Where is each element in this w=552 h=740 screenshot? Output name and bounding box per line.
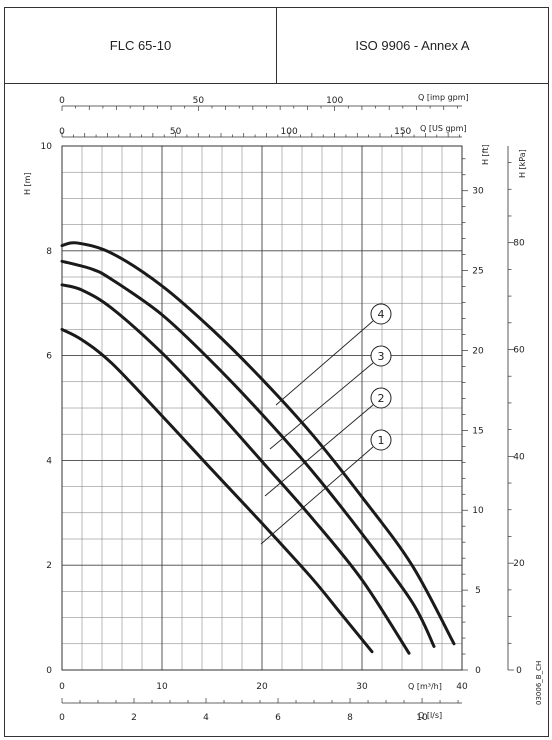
callout-leader-1 [260, 446, 374, 545]
tick-label-y-ft: 10 [472, 506, 484, 516]
callout-leader-3 [269, 362, 374, 450]
tick-label-x-imp: 0 [59, 96, 65, 106]
x-axis-label-imp: Q [imp gpm] [418, 93, 469, 102]
model-name: FLC 65-10 [5, 8, 277, 83]
x-axis-label-ls: Q [l/s] [418, 711, 442, 720]
curve-1 [60, 327, 374, 654]
tick-label-y-m: 8 [46, 247, 52, 257]
tick-label-y-ft: 20 [472, 346, 484, 356]
y-axis-label-kpa: H [kPa] [518, 149, 527, 178]
drawing-code: 03006_B_CH [535, 661, 543, 705]
tick-label-x-us: 150 [394, 127, 411, 137]
tick-label-y-m: 10 [41, 142, 53, 152]
test-standard: ISO 9906 - Annex A [355, 38, 470, 53]
callout-label-2: 2 [378, 392, 385, 405]
tick-label-y-kpa: 60 [513, 346, 525, 356]
curve-2 [60, 283, 411, 655]
tick-label-y-ft: 0 [475, 666, 481, 676]
callout-circle-2 [370, 387, 392, 409]
x-axis-label-m3h: Q [m³/h] [408, 682, 442, 691]
tick-label-x-m3h: 10 [156, 682, 168, 692]
curve-3 [60, 259, 436, 648]
callout-label-3: 3 [378, 350, 385, 363]
tick-label-x-ls: 8 [347, 713, 353, 723]
tick-label-y-kpa: 80 [513, 239, 525, 249]
curve-4 [60, 241, 456, 646]
tick-label-y-m: 0 [46, 666, 52, 676]
tick-label-y-ft: 15 [472, 426, 483, 436]
tick-label-x-ls: 0 [59, 713, 65, 723]
tick-label-y-kpa: 0 [516, 666, 522, 676]
tick-label-x-imp: 100 [326, 96, 343, 106]
tick-label-x-us: 100 [281, 127, 298, 137]
tick-label-y-ft: 25 [472, 267, 483, 277]
tick-label-x-ls: 6 [275, 713, 281, 723]
callout-leader-4 [275, 320, 374, 406]
tick-label-x-imp: 50 [193, 96, 205, 106]
tick-label-y-kpa: 20 [513, 559, 525, 569]
tick-label-x-ls: 4 [203, 713, 209, 723]
callout-label-1: 1 [378, 434, 385, 447]
tick-label-x-m3h: 30 [356, 682, 368, 692]
callout-label-4: 4 [378, 308, 385, 321]
chart-sheet: FLC 65-10 ISO 9906 - Annex A [4, 7, 549, 737]
callout-circle-3 [370, 345, 392, 367]
tick-label-x-us: 50 [170, 127, 182, 137]
tick-label-x-ls: 2 [131, 713, 137, 723]
y-axis-label-ft: H [ft] [481, 144, 490, 165]
callout-circle-4 [370, 303, 392, 325]
tick-label-y-ft: 30 [472, 187, 484, 197]
tick-label-x-us: 0 [59, 127, 65, 137]
tick-label-y-m: 4 [46, 456, 52, 466]
tick-label-x-ls: 10 [416, 713, 428, 723]
callout-circle-1 [370, 429, 392, 451]
tick-label-x-m3h: 20 [256, 682, 268, 692]
y-axis-label-m: H [m] [23, 172, 32, 195]
tick-label-y-m: 6 [46, 352, 52, 362]
tick-label-y-ft: 5 [475, 586, 481, 596]
plot-frame [61, 145, 463, 671]
tick-label-y-m: 2 [46, 561, 52, 571]
tick-label-x-m3h: 0 [59, 682, 65, 692]
x-axis-label-us: Q [US gpm] [420, 124, 467, 133]
tick-label-x-m3h: 40 [456, 682, 468, 692]
header: FLC 65-10 ISO 9906 - Annex A [5, 8, 548, 84]
tick-label-y-kpa: 40 [513, 452, 525, 462]
callout-leader-2 [264, 404, 374, 497]
